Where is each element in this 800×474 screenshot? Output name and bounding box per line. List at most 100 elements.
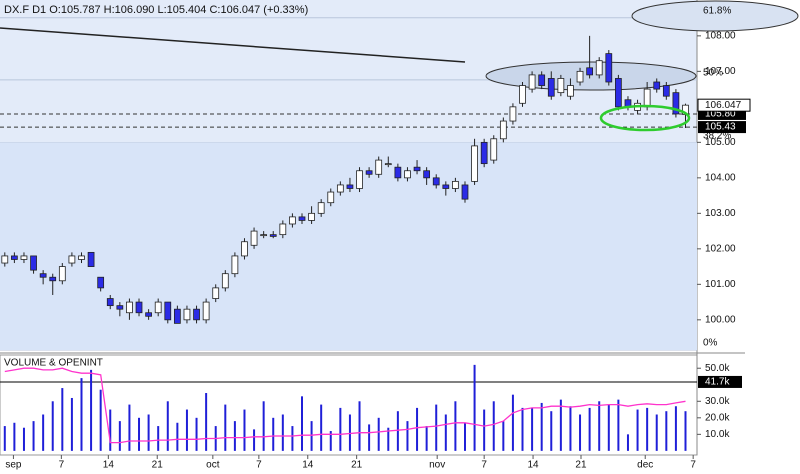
candle-body bbox=[298, 216, 306, 221]
candle-body bbox=[145, 312, 152, 317]
candle-body bbox=[423, 170, 431, 179]
panel-title: VOLUME & OPENINT bbox=[4, 358, 103, 369]
x-tick-label: 21 bbox=[575, 460, 587, 471]
candle-body bbox=[452, 180, 459, 189]
candle-body bbox=[212, 287, 220, 299]
open-interest-line bbox=[4, 367, 686, 444]
candle-body bbox=[241, 241, 248, 257]
candle-body bbox=[97, 276, 105, 289]
candle-body bbox=[509, 106, 517, 122]
candle-body bbox=[605, 53, 613, 83]
candle-body bbox=[20, 255, 28, 260]
y-tick-label: 105.00 bbox=[705, 137, 736, 148]
candle-body bbox=[164, 301, 172, 321]
candle-body bbox=[250, 230, 258, 246]
chart-title: DX.F D1 O:105.787 H:106.090 L:105.404 C:… bbox=[4, 4, 308, 16]
candle-body bbox=[567, 85, 574, 97]
candle-body bbox=[78, 255, 85, 260]
candle-body bbox=[519, 85, 526, 104]
y-tick-label: 10.0k bbox=[705, 429, 730, 440]
price-label-box bbox=[697, 98, 751, 112]
y-tick-label: 100.00 bbox=[705, 314, 736, 325]
candle-body bbox=[480, 141, 488, 165]
price-label-box bbox=[698, 375, 742, 388]
candle-body bbox=[87, 251, 95, 267]
candle-body bbox=[173, 308, 181, 324]
y-tick-label: 50.0k bbox=[705, 363, 730, 374]
candle-body bbox=[106, 298, 114, 307]
candle-body bbox=[231, 255, 239, 275]
highlight-ellipse bbox=[631, 0, 799, 32]
x-tick-label: 7 bbox=[481, 460, 487, 471]
candle-body bbox=[336, 184, 344, 193]
candle-body bbox=[672, 92, 680, 115]
candle-body bbox=[615, 78, 622, 108]
candle-body bbox=[279, 223, 287, 236]
candle-body bbox=[471, 145, 478, 182]
trend-line bbox=[0, 27, 466, 63]
x-tick-label: 21 bbox=[351, 460, 363, 471]
candle-body bbox=[653, 81, 661, 90]
candle-body bbox=[317, 202, 325, 214]
x-tick-label: 21 bbox=[152, 460, 164, 471]
y-tick-label: 20.0k bbox=[705, 412, 730, 423]
candle-body bbox=[557, 78, 565, 94]
x-tick-label: nov bbox=[429, 460, 445, 471]
candle-body bbox=[490, 138, 498, 161]
y-tick-label: 104.00 bbox=[705, 172, 736, 183]
y-tick-label: 108.00 bbox=[705, 30, 736, 41]
y-tick-label: 30.0k bbox=[705, 396, 730, 407]
x-tick-label: sep bbox=[5, 460, 22, 471]
price-label-box bbox=[698, 121, 746, 134]
level-label: 0% bbox=[703, 338, 718, 349]
candle-body bbox=[442, 184, 450, 189]
y-tick-label: 103.00 bbox=[705, 208, 736, 219]
candle-body bbox=[499, 120, 507, 140]
candle-body bbox=[404, 170, 411, 179]
level-label: 38.2% bbox=[703, 130, 731, 141]
y-tick-label: 102.00 bbox=[705, 243, 736, 254]
candle-body bbox=[365, 170, 373, 175]
candle-body bbox=[289, 216, 296, 225]
last-price-label: 106.047 bbox=[705, 100, 742, 111]
x-tick-label: dec bbox=[637, 460, 653, 471]
highlight-ellipse bbox=[599, 104, 691, 132]
x-tick-label: 7 bbox=[690, 460, 696, 471]
candle-body bbox=[461, 184, 469, 200]
candle-body bbox=[11, 255, 18, 260]
candle-body bbox=[30, 255, 37, 271]
candle-body bbox=[202, 301, 210, 321]
candle-body bbox=[193, 308, 200, 321]
candle-body bbox=[662, 85, 670, 97]
price-label: 105.80 bbox=[705, 109, 736, 120]
x-tick-label: 14 bbox=[302, 460, 314, 471]
candle-body bbox=[432, 177, 440, 186]
candle-body bbox=[346, 184, 354, 189]
candle-body bbox=[1, 255, 9, 264]
x-tick-label: 7 bbox=[59, 460, 65, 471]
candle-body bbox=[68, 255, 76, 264]
x-tick-label: 7 bbox=[256, 460, 262, 471]
level-label: 50% bbox=[703, 68, 723, 79]
candle-body bbox=[394, 166, 402, 179]
level-label: 61.8% bbox=[703, 5, 731, 16]
candle-body bbox=[260, 234, 268, 237]
x-tick-label: oct bbox=[206, 460, 220, 471]
candle-body bbox=[126, 301, 133, 314]
candle-body bbox=[538, 74, 546, 86]
candle-body bbox=[154, 301, 162, 314]
candle-body bbox=[586, 67, 593, 76]
candle-body bbox=[327, 191, 335, 204]
candle-body bbox=[528, 74, 536, 90]
candle-body bbox=[308, 212, 315, 221]
x-tick-label: 14 bbox=[103, 460, 115, 471]
candle-body bbox=[49, 276, 57, 282]
candle-body bbox=[576, 70, 584, 83]
x-tick-label: 14 bbox=[527, 460, 539, 471]
candle-body bbox=[183, 308, 191, 321]
candle-body bbox=[356, 170, 363, 189]
candle-body bbox=[269, 234, 277, 237]
candle-body bbox=[39, 273, 47, 278]
candle-body bbox=[221, 273, 229, 289]
